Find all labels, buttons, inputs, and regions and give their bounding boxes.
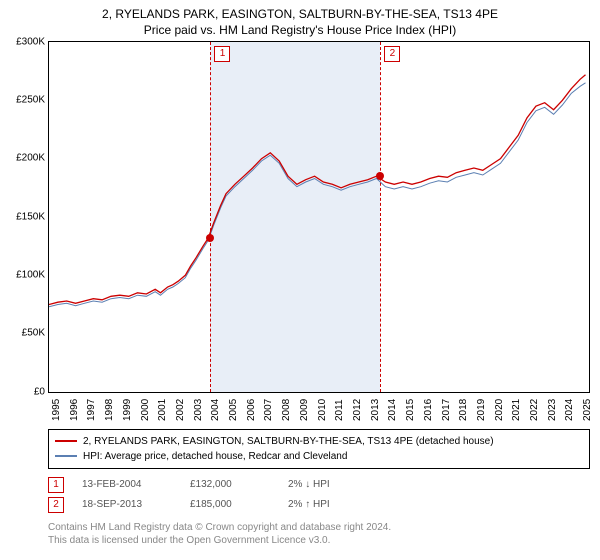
sales-table: 1 13-FEB-2004 £132,000 2% ↓ HPI 2 18-SEP… xyxy=(48,475,590,515)
sale-marker-line-1 xyxy=(210,42,211,392)
sale-tag-2: 2 xyxy=(48,497,64,513)
x-tick-label: 2021 xyxy=(511,399,522,421)
x-axis-labels: 1995 1996 1997 1998 1999 2000 2001 2002 2003 2004… xyxy=(48,393,590,429)
footer: Contains HM Land Registry data © Crown c… xyxy=(48,521,590,547)
x-tick-label: 1997 xyxy=(86,399,97,421)
chart-svg xyxy=(49,42,589,392)
x-tick-label: 1999 xyxy=(122,399,133,421)
x-tick-label: 2015 xyxy=(405,399,416,421)
sale-price-1: £132,000 xyxy=(190,479,270,490)
legend-swatch-hpi xyxy=(55,455,77,457)
y-tick-label: £100K xyxy=(16,270,45,281)
x-tick-label: 2005 xyxy=(228,399,239,421)
x-tick-label: 2002 xyxy=(175,399,186,421)
x-tick-label: 2017 xyxy=(441,399,452,421)
x-tick-label: 2018 xyxy=(458,399,469,421)
sale-date-2: 18-SEP-2013 xyxy=(82,499,172,510)
x-tick-label: 2016 xyxy=(423,399,434,421)
x-tick-label: 2014 xyxy=(387,399,398,421)
x-tick-label: 2022 xyxy=(529,399,540,421)
legend-swatch-property xyxy=(55,440,77,442)
y-tick-label: £0 xyxy=(34,386,45,397)
legend-item-property: 2, RYELANDS PARK, EASINGTON, SALTBURN-BY… xyxy=(55,434,583,449)
x-tick-label: 2025 xyxy=(582,399,593,421)
x-tick-label: 2020 xyxy=(494,399,505,421)
x-tick-label: 2013 xyxy=(370,399,381,421)
y-tick-label: £200K xyxy=(16,153,45,164)
series-property xyxy=(49,74,586,304)
sale-price-2: £185,000 xyxy=(190,499,270,510)
y-tick-label: £300K xyxy=(16,36,45,47)
sale-tag-1: 1 xyxy=(48,477,64,493)
sale-marker-line-2 xyxy=(380,42,381,392)
footer-line1: Contains HM Land Registry data © Crown c… xyxy=(48,521,590,534)
x-tick-label: 2009 xyxy=(299,399,310,421)
x-tick-label: 2004 xyxy=(210,399,221,421)
legend-label-hpi: HPI: Average price, detached house, Redc… xyxy=(83,449,347,464)
x-tick-label: 2001 xyxy=(157,399,168,421)
x-tick-label: 2023 xyxy=(547,399,558,421)
footer-line2: This data is licensed under the Open Gov… xyxy=(48,534,590,547)
x-tick-label: 1996 xyxy=(69,399,80,421)
sale-row-1: 1 13-FEB-2004 £132,000 2% ↓ HPI xyxy=(48,475,590,495)
x-tick-label: 2007 xyxy=(263,399,274,421)
legend: 2, RYELANDS PARK, EASINGTON, SALTBURN-BY… xyxy=(48,429,590,469)
x-tick-label: 2008 xyxy=(281,399,292,421)
sale-marker-tag-2: 2 xyxy=(384,46,400,62)
x-tick-label: 1995 xyxy=(51,399,62,421)
x-tick-label: 2000 xyxy=(140,399,151,421)
sale-marker-dot-2 xyxy=(376,172,384,180)
sale-marker-tag-1: 1 xyxy=(214,46,230,62)
x-tick-label: 2006 xyxy=(246,399,257,421)
x-tick-label: 2003 xyxy=(193,399,204,421)
x-tick-label: 1998 xyxy=(104,399,115,421)
x-tick-label: 2012 xyxy=(352,399,363,421)
chart-title-line1: 2, RYELANDS PARK, EASINGTON, SALTBURN-BY… xyxy=(0,0,600,23)
y-tick-label: £50K xyxy=(22,328,45,339)
sale-row-2: 2 18-SEP-2013 £185,000 2% ↑ HPI xyxy=(48,495,590,515)
chart-title-line2: Price paid vs. HM Land Registry's House … xyxy=(0,23,600,41)
sale-diff-1: 2% ↓ HPI xyxy=(288,479,330,490)
sale-diff-2: 2% ↑ HPI xyxy=(288,499,330,510)
x-tick-label: 2010 xyxy=(317,399,328,421)
y-tick-label: £150K xyxy=(16,211,45,222)
x-tick-label: 2011 xyxy=(334,399,345,421)
chart-plot-area: £0£50K£100K£150K£200K£250K£300K12 xyxy=(48,41,590,393)
x-tick-label: 2019 xyxy=(476,399,487,421)
sale-date-1: 13-FEB-2004 xyxy=(82,479,172,490)
sale-marker-dot-1 xyxy=(206,234,214,242)
legend-label-property: 2, RYELANDS PARK, EASINGTON, SALTBURN-BY… xyxy=(83,434,494,449)
series-hpi xyxy=(49,83,586,307)
y-tick-label: £250K xyxy=(16,95,45,106)
legend-item-hpi: HPI: Average price, detached house, Redc… xyxy=(55,449,583,464)
x-tick-label: 2024 xyxy=(564,399,575,421)
